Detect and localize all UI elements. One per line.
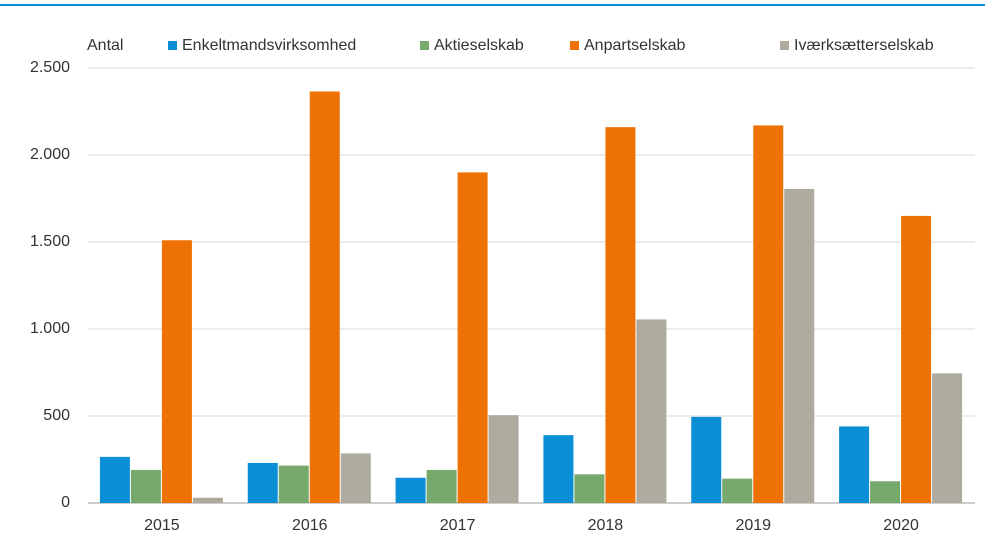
bar xyxy=(722,478,753,503)
y-tick-label: 2.000 xyxy=(30,146,70,163)
bar xyxy=(870,481,901,503)
bar xyxy=(340,453,371,503)
bar xyxy=(932,373,963,503)
y-tick-label: 2.500 xyxy=(30,59,70,76)
bar xyxy=(636,319,667,503)
x-tick-label: 2016 xyxy=(292,517,328,534)
bar xyxy=(99,456,130,503)
x-tick-label: 2015 xyxy=(144,517,180,534)
legend-label: Aktieselskab xyxy=(434,37,524,54)
bar xyxy=(457,172,488,503)
x-tick-label: 2017 xyxy=(440,517,476,534)
bar xyxy=(309,91,340,504)
bar xyxy=(192,497,223,503)
y-tick-label: 1.000 xyxy=(30,320,70,337)
legend-label: Iværksætterselskab xyxy=(794,37,934,54)
bar xyxy=(488,415,519,503)
x-tick-label: 2020 xyxy=(883,517,919,534)
legend-swatch xyxy=(780,41,789,50)
bar xyxy=(161,240,192,503)
bar xyxy=(574,474,605,503)
bar xyxy=(247,462,278,503)
y-tick-label: 1.500 xyxy=(30,233,70,250)
bar xyxy=(605,127,636,503)
y-axis-label: Antal xyxy=(87,37,123,54)
x-tick-label: 2019 xyxy=(735,517,771,534)
bar xyxy=(901,215,932,503)
y-tick-label: 500 xyxy=(43,407,70,424)
bar xyxy=(784,188,815,503)
legend-swatch xyxy=(168,41,177,50)
bar xyxy=(691,416,722,503)
bar xyxy=(130,469,161,503)
legend-swatch xyxy=(570,41,579,50)
legend-label: Anpartselskab xyxy=(584,37,685,54)
bar xyxy=(753,125,784,504)
legend-swatch xyxy=(420,41,429,50)
bar xyxy=(839,426,870,503)
bar xyxy=(395,477,426,503)
x-tick-label: 2018 xyxy=(588,517,624,534)
bar xyxy=(426,469,457,503)
bar xyxy=(278,465,309,503)
y-tick-label: 0 xyxy=(61,494,70,511)
bar xyxy=(543,435,574,503)
legend-label: Enkeltmandsvirksomhed xyxy=(182,37,356,54)
